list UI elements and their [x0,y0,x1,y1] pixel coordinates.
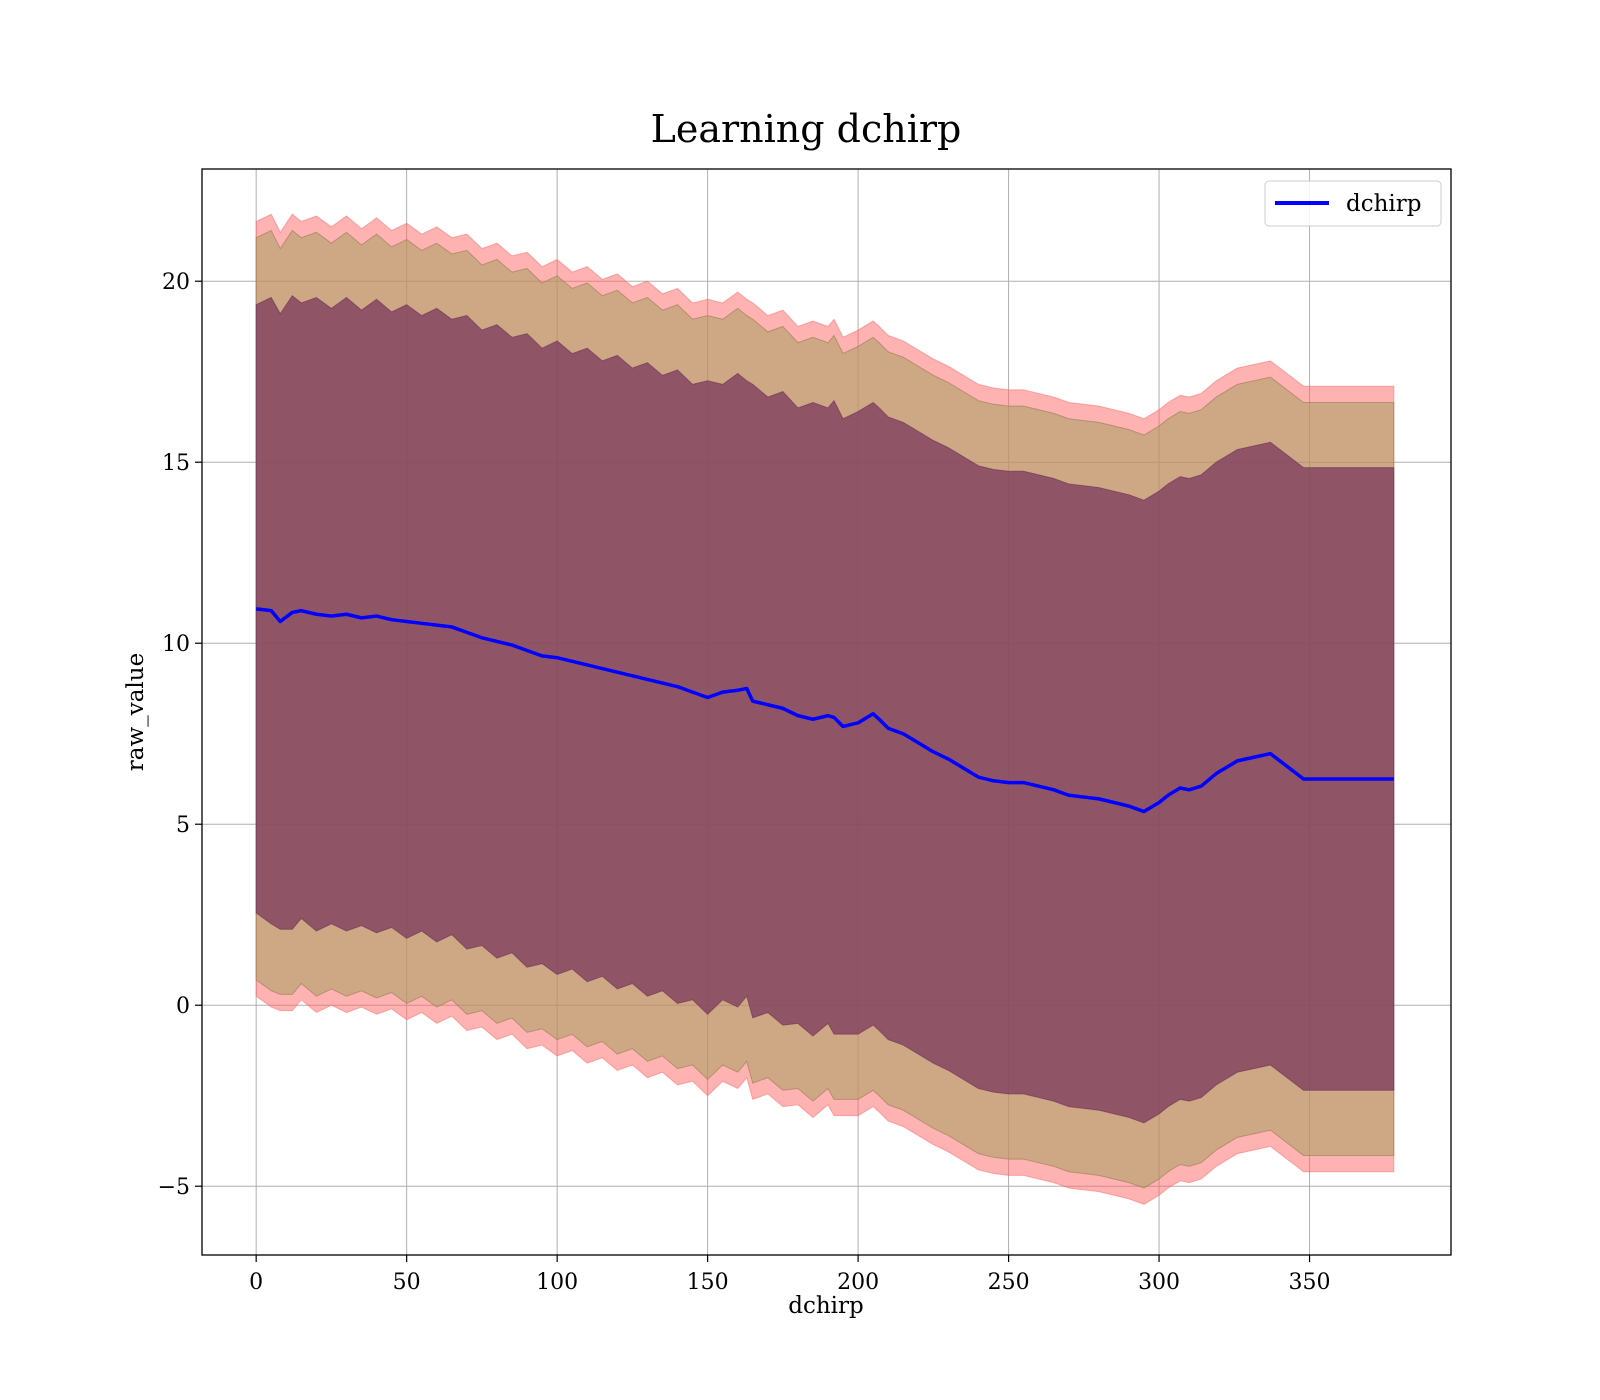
x-tick-label: 50 [393,1270,421,1295]
x-tick-label: 300 [1138,1270,1180,1295]
y-axis: −5 0 5 10 15 20 [158,270,202,1200]
y-tick-label: 20 [162,270,190,295]
x-tick-label: 0 [249,1270,263,1295]
plot-frame [201,168,1452,1256]
inner-band [255,294,1395,1124]
series-line-dchirp [255,607,1394,814]
chart-title: Learning dchirp [651,107,962,151]
confidence-bands [255,213,1395,1205]
x-tick-label: 100 [536,1270,578,1295]
x-tick-label: 250 [988,1270,1030,1295]
series-lines [255,607,1394,814]
y-tick-label: 15 [162,451,190,476]
x-axis-label: dchirp [788,1293,864,1319]
x-tick-label: 200 [837,1270,879,1295]
x-tick-label: 150 [687,1270,729,1295]
y-tick-label: 0 [176,994,190,1019]
y-axis-label: raw_value [123,653,149,771]
legend-box [1264,180,1442,227]
legend: dchirp [1264,180,1442,227]
x-axis: 0 50 100 150 200 250 300 350 [249,1255,1331,1295]
y-tick-label: 10 [162,632,190,657]
y-tick-label: 5 [176,813,190,838]
y-tick-label: −5 [158,1175,190,1200]
x-tick-label: 350 [1289,1270,1331,1295]
legend-entry-dchirp: dchirp [1346,191,1422,217]
